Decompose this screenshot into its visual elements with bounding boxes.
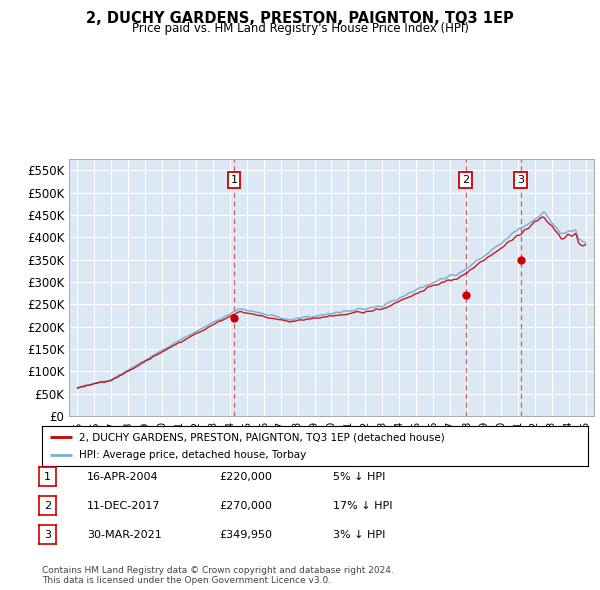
Text: 1: 1 bbox=[230, 175, 238, 185]
Text: £220,000: £220,000 bbox=[219, 472, 272, 481]
Text: 11-DEC-2017: 11-DEC-2017 bbox=[87, 501, 161, 510]
Text: 1: 1 bbox=[44, 472, 51, 481]
Text: 3: 3 bbox=[44, 530, 51, 539]
Text: 2: 2 bbox=[462, 175, 469, 185]
Text: 2, DUCHY GARDENS, PRESTON, PAIGNTON, TQ3 1EP (detached house): 2, DUCHY GARDENS, PRESTON, PAIGNTON, TQ3… bbox=[79, 432, 445, 442]
Text: 2: 2 bbox=[44, 501, 51, 510]
Text: 5% ↓ HPI: 5% ↓ HPI bbox=[333, 472, 385, 481]
Text: 17% ↓ HPI: 17% ↓ HPI bbox=[333, 501, 392, 510]
Text: £349,950: £349,950 bbox=[219, 530, 272, 539]
Text: 16-APR-2004: 16-APR-2004 bbox=[87, 472, 158, 481]
Text: 30-MAR-2021: 30-MAR-2021 bbox=[87, 530, 162, 539]
Text: Contains HM Land Registry data © Crown copyright and database right 2024.
This d: Contains HM Land Registry data © Crown c… bbox=[42, 566, 394, 585]
Text: 2, DUCHY GARDENS, PRESTON, PAIGNTON, TQ3 1EP: 2, DUCHY GARDENS, PRESTON, PAIGNTON, TQ3… bbox=[86, 11, 514, 25]
Text: 3: 3 bbox=[517, 175, 524, 185]
Text: £270,000: £270,000 bbox=[219, 501, 272, 510]
Text: Price paid vs. HM Land Registry's House Price Index (HPI): Price paid vs. HM Land Registry's House … bbox=[131, 22, 469, 35]
Text: HPI: Average price, detached house, Torbay: HPI: Average price, detached house, Torb… bbox=[79, 450, 307, 460]
Text: 3% ↓ HPI: 3% ↓ HPI bbox=[333, 530, 385, 539]
